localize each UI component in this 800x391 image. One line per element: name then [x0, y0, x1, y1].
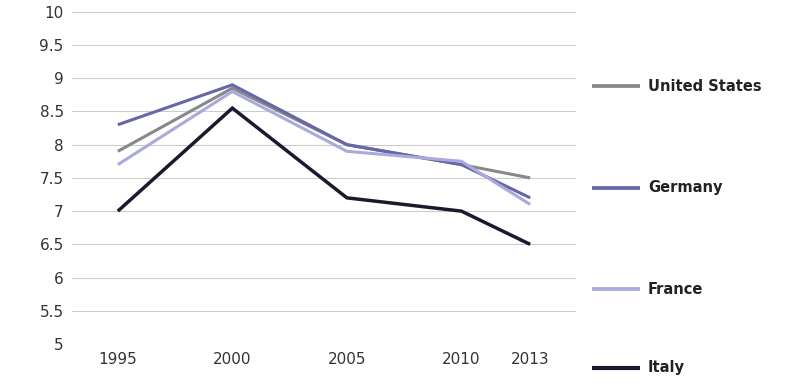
Text: Italy: Italy — [648, 360, 685, 375]
Text: United States: United States — [648, 79, 762, 93]
Text: France: France — [648, 282, 703, 297]
Text: Germany: Germany — [648, 180, 722, 195]
